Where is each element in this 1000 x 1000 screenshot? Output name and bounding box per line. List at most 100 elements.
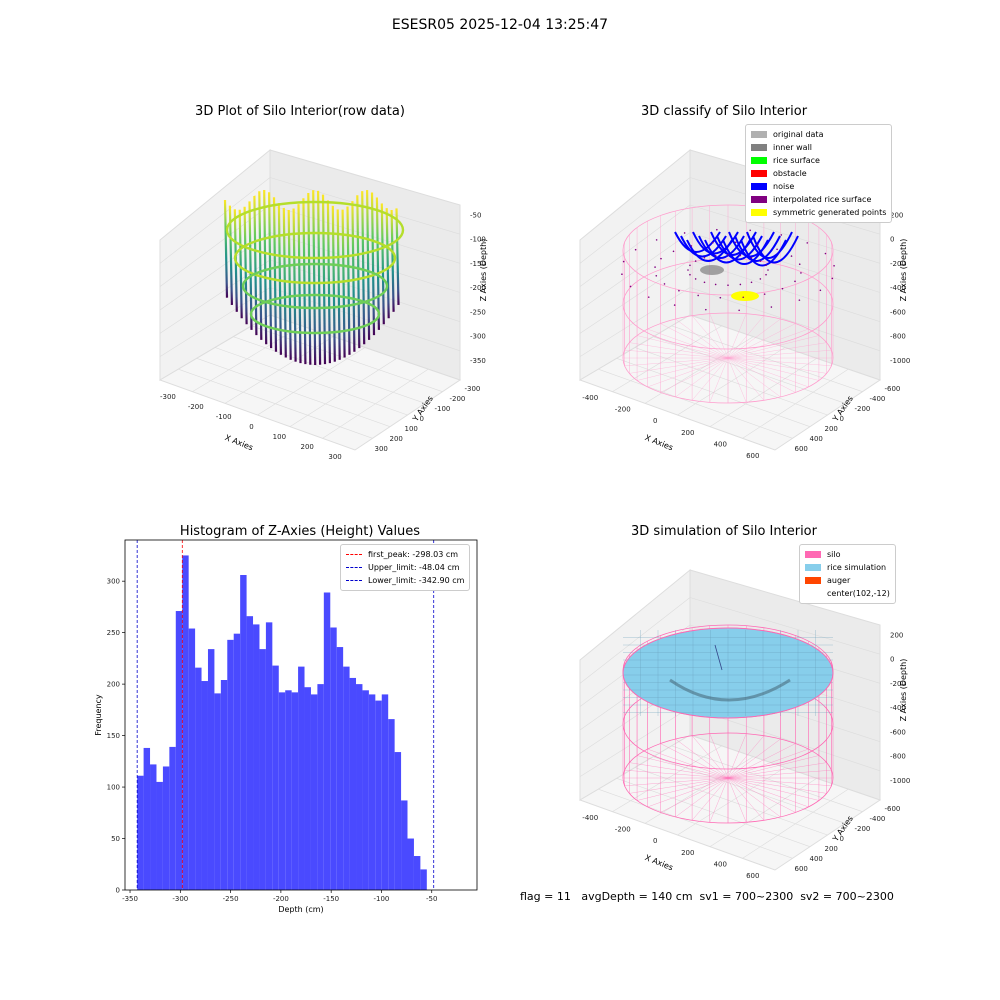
legend-entry: noise <box>751 180 886 193</box>
legend-swatch <box>805 590 821 597</box>
interpolated-point <box>750 281 753 284</box>
y-tick-label: 100 <box>405 425 418 433</box>
scan-line <box>302 198 307 365</box>
x-tick-label: -100 <box>374 895 390 903</box>
interpolated-point <box>663 283 666 285</box>
grid-line <box>269 287 461 352</box>
legend-entry: obstacle <box>751 167 886 180</box>
scan-line <box>321 194 327 365</box>
legend-swatch <box>751 209 767 216</box>
legend-label: Lower_limit: -342.90 cm <box>368 576 465 585</box>
histogram-bar <box>278 692 286 890</box>
interpolated-point <box>694 260 697 262</box>
grid-line <box>159 204 271 287</box>
interpolated-point <box>621 273 623 276</box>
histogram-bar <box>291 692 299 890</box>
legend-entry: rice surface <box>751 154 886 167</box>
scan-line <box>312 190 317 366</box>
scan-line <box>258 191 263 340</box>
legend-swatch <box>346 554 362 555</box>
scan-line <box>243 206 248 325</box>
grid-line <box>579 259 691 334</box>
legend-label: inner wall <box>773 143 813 152</box>
histogram-bar <box>240 575 247 890</box>
histogram-bar <box>259 649 266 890</box>
interpolated-point <box>790 255 793 257</box>
histogram-bar <box>298 666 305 890</box>
legend-label: center(102,-12) <box>827 589 890 598</box>
scan-line <box>238 209 243 319</box>
histogram-bar <box>317 684 324 890</box>
histogram-bar <box>272 665 279 890</box>
interpolated-point <box>694 278 697 280</box>
z-tick-label: -1000 <box>890 357 910 365</box>
z-axis-label: Z Axies (Depth) <box>899 239 908 302</box>
x-axis-label: Depth (cm) <box>278 905 323 914</box>
y-tick-label: 0 <box>420 415 424 423</box>
x-tick-label: 200 <box>681 849 694 857</box>
scan-line <box>253 195 258 336</box>
classify-plot-title: 3D classify of Silo Interior <box>640 104 808 119</box>
legend-entry: center(102,-12) <box>805 587 890 600</box>
interpolated-point <box>655 239 658 241</box>
scan-line <box>361 191 366 345</box>
y-tick-label: 600 <box>795 445 808 453</box>
histogram-bar <box>401 800 408 890</box>
histogram-bar <box>330 627 337 890</box>
y-tick-label: -200 <box>855 405 871 413</box>
legend-entry: inner wall <box>751 141 886 154</box>
interpolated-point <box>819 289 822 292</box>
interpolated-point <box>622 260 625 263</box>
histogram-bar <box>336 647 344 890</box>
contour-ring <box>249 293 381 335</box>
interpolated-point <box>727 284 729 286</box>
histogram-bar <box>304 687 311 890</box>
interpolated-point <box>714 254 717 257</box>
legend-label: first_peak: -298.03 cm <box>368 550 459 559</box>
silo-floor-spoke <box>624 769 832 787</box>
interpolated-point <box>647 296 650 298</box>
histogram-bar <box>156 781 163 890</box>
histogram-bar <box>394 752 402 890</box>
z-tick-label: -800 <box>890 753 906 761</box>
histogram-bar <box>207 649 215 890</box>
contour-ring <box>233 231 397 285</box>
histogram-bar <box>162 766 170 890</box>
z-tick-label: -200 <box>890 680 906 688</box>
z-tick-label: 200 <box>890 211 903 219</box>
interpolated-point <box>781 287 784 290</box>
legend-swatch <box>751 196 767 203</box>
x-tick-label: -300 <box>160 393 176 401</box>
grid-line <box>689 597 881 655</box>
z-tick-label: -100 <box>470 236 486 244</box>
histogram-bar <box>356 684 363 890</box>
histogram-chart: -350 -300 -250 -200 -150 -100 -50 0 50 100 150 200 2… <box>94 539 478 914</box>
silo-top-rim <box>622 627 834 719</box>
scan-line <box>385 208 390 319</box>
contour-ring <box>241 262 389 310</box>
histogram-bar <box>413 856 421 890</box>
legend-label: rice surface <box>773 156 820 165</box>
legend-entry: auger <box>805 574 890 587</box>
y-tick-label: 150 <box>107 732 120 740</box>
symmetric-points-patch <box>731 291 759 301</box>
x-tick-label: 600 <box>746 872 759 880</box>
z-tick-label: 0 <box>890 236 894 244</box>
interpolated-point <box>824 252 827 255</box>
scan-line <box>331 205 336 362</box>
interpolated-point <box>742 296 745 299</box>
y-tick-label: 50 <box>111 835 120 843</box>
noise-arc <box>698 235 745 259</box>
z-tick-label: -1000 <box>890 777 910 785</box>
interpolated-point <box>749 229 751 232</box>
histogram-bar <box>201 681 208 890</box>
raw-plot-title: 3D Plot of Silo Interior(row data) <box>195 104 405 119</box>
interpolated-point <box>703 281 706 284</box>
interpolated-point <box>711 241 714 244</box>
scan-line <box>282 207 287 358</box>
interpolated-point <box>690 245 693 247</box>
z-axis-label: Z Axies (Depth) <box>479 239 488 302</box>
z-tick-label: 0 <box>890 656 894 664</box>
y-tick-label: 200 <box>390 435 403 443</box>
histogram-bar <box>214 693 221 890</box>
